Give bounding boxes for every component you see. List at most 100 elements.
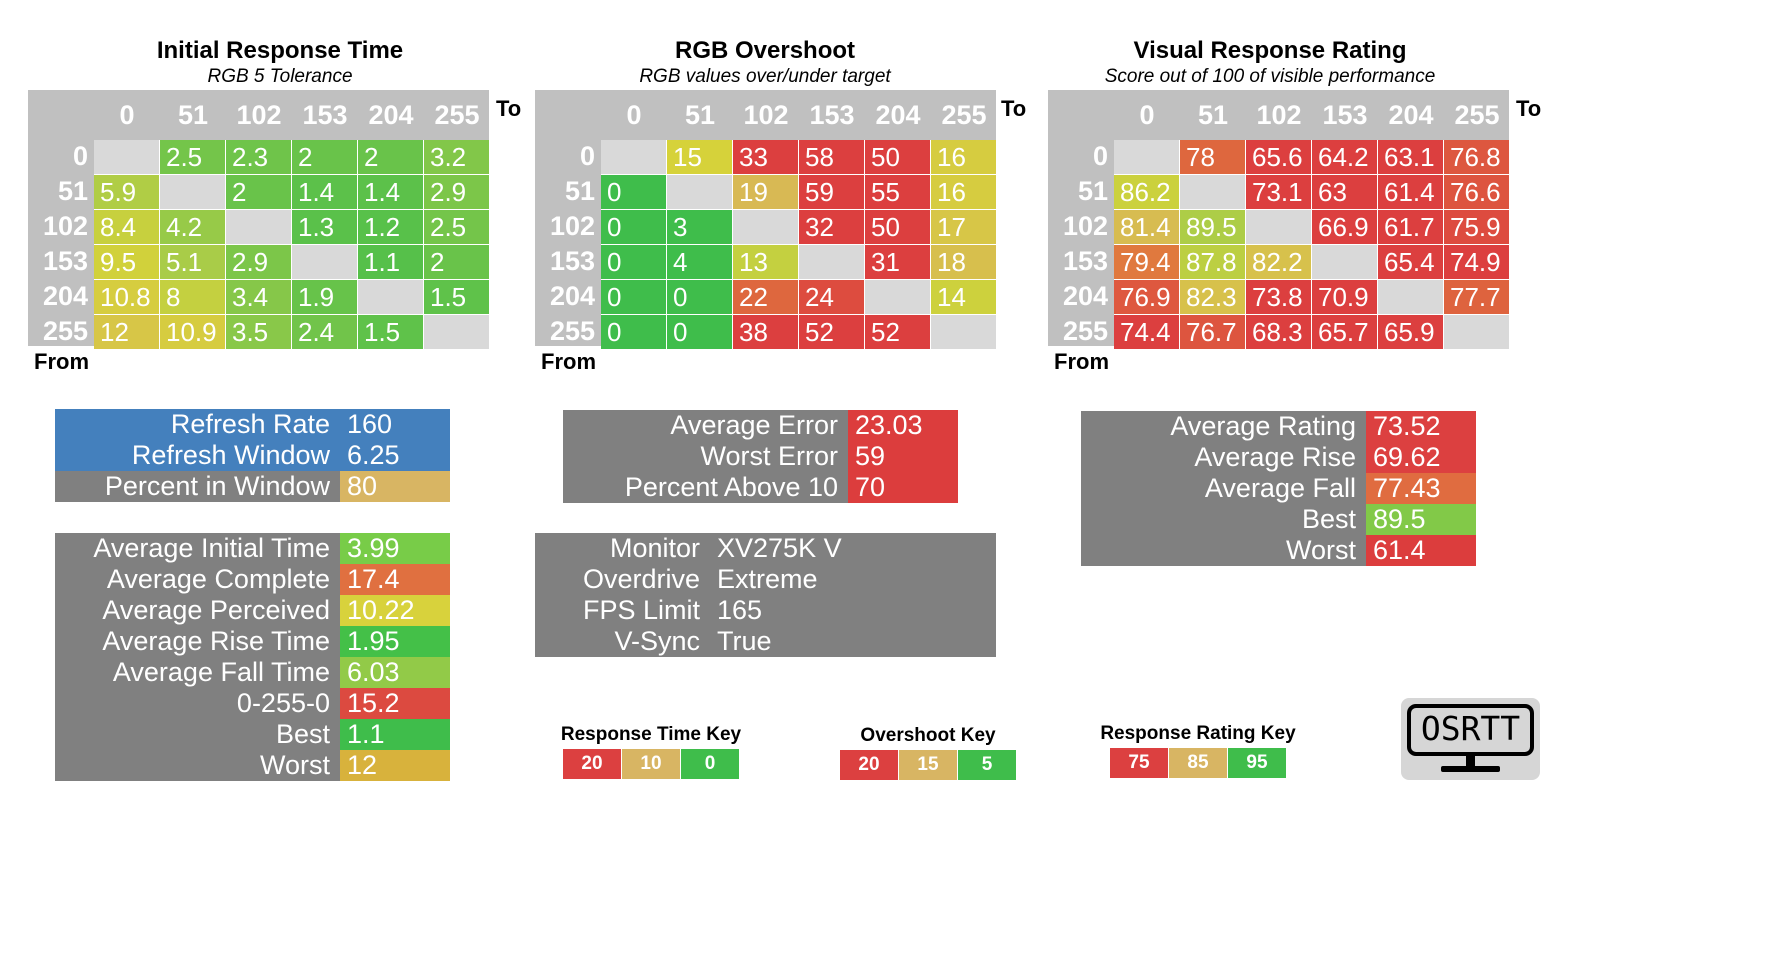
hm1-cell: 2.5 — [424, 210, 490, 245]
rating-table-row: Best 89.5 — [1081, 504, 1476, 535]
hm3-cell: 76.8 — [1444, 140, 1510, 175]
row-value: 165 — [710, 595, 996, 626]
key-swatch: 20 — [840, 750, 898, 780]
hm2-cell: 52 — [799, 315, 865, 350]
row-label: V-Sync — [535, 626, 710, 657]
hm3-col-header: 204 — [1388, 100, 1434, 130]
hm3-row-header: 255 — [1062, 316, 1108, 346]
time-table-row: Worst 12 — [55, 750, 450, 781]
hm1-cell — [292, 245, 358, 280]
hm1-cell: 1.1 — [358, 245, 424, 280]
hm1-cell: 2.9 — [226, 245, 292, 280]
hm3-cell: 75.9 — [1444, 210, 1510, 245]
refresh-table-row: Refresh Rate 160 — [55, 409, 450, 440]
row-label: Percent Above 10 RGB — [563, 472, 848, 533]
row-label: Refresh Window — [55, 440, 340, 471]
row-value: 69.62 — [1366, 442, 1476, 473]
row-value: True — [710, 626, 996, 657]
hm2-col-header: 153 — [809, 100, 855, 130]
hm1-cell: 3.4 — [226, 280, 292, 315]
hm3-cell: 65.7 — [1312, 315, 1378, 350]
hm1-cell: 5.9 — [94, 175, 160, 210]
hm3-col-header: 51 — [1197, 100, 1229, 130]
key-title: Response Rating Key — [1100, 723, 1296, 744]
hm2-cell: 16 — [931, 140, 997, 175]
time-table-row: Best 1.1 — [55, 719, 450, 750]
hm1-cell: 2 — [424, 245, 490, 280]
hm2-title: RGB Overshoot — [674, 37, 856, 64]
hm3-cell — [1246, 210, 1312, 245]
hm2-cell: 33 — [733, 140, 799, 175]
key-title: Overshoot Key — [860, 725, 996, 746]
hm2-cell: 19 — [733, 175, 799, 210]
hm1-cell: 2.4 — [292, 315, 358, 350]
hm1-cell — [424, 315, 490, 350]
hm1-row-header: 153 — [42, 246, 88, 276]
row-value: 59 — [848, 441, 958, 472]
hm1-cell — [226, 210, 292, 245]
hm3-row-header: 102 — [1062, 211, 1108, 241]
hm2-row-header: 51 — [564, 176, 595, 206]
hm2-cell: 52 — [865, 315, 931, 350]
row-label: Monitor Name — [535, 533, 710, 594]
hm3-cell: 61.7 — [1378, 210, 1444, 245]
hm1-cell: 2 — [226, 175, 292, 210]
row-label: Percent in Window — [55, 471, 340, 502]
monitor-icon — [1407, 704, 1534, 772]
row-label: Worst — [55, 750, 340, 781]
hm3-cell: 76.9 — [1114, 280, 1180, 315]
hm3-col-header: 0 — [1139, 100, 1155, 130]
hm2-row-header: 255 — [549, 316, 595, 346]
hm1-cell: 9.5 — [94, 245, 160, 280]
hm3-cell: 87.8 — [1180, 245, 1246, 280]
row-value: 17.4 — [340, 564, 450, 595]
hm1-cell: 1.2 — [358, 210, 424, 245]
error-table-row: Worst Error 59 — [563, 441, 958, 472]
hm3-cell: 81.4 — [1114, 210, 1180, 245]
hm1-cell: 8 — [160, 280, 226, 315]
overshoot-error-table: Average Error 23.03 Worst Error 59 Percent A… — [563, 410, 958, 533]
row-label: Average Fall — [1081, 473, 1366, 504]
hm3-cell: 76.7 — [1180, 315, 1246, 350]
row-value: 70 — [848, 472, 958, 503]
hm2-to-label: To — [1001, 96, 1027, 121]
hm1-row-header: 255 — [42, 316, 88, 346]
hm3-cell: 70.9 — [1312, 280, 1378, 315]
hm3-cell: 79.4 — [1114, 245, 1180, 280]
hm2-cell: 38 — [733, 315, 799, 350]
hm2-cell: 32 — [799, 210, 865, 245]
key-swatch: 10 — [622, 749, 680, 779]
hm3-cell — [1312, 245, 1378, 280]
hm2-cell: 0 — [667, 280, 733, 315]
hm2-from-label: From — [541, 349, 596, 374]
key-title: Response Time Key — [560, 724, 742, 745]
osrtt-logo: OSRTT — [1401, 698, 1540, 780]
hm2-cell: 55 — [865, 175, 931, 210]
row-value: 160 — [340, 409, 450, 440]
hm2-cell: 58 — [799, 140, 865, 175]
monitor-table-row: Monitor NameXV275K V — [535, 533, 996, 594]
hm1-cell — [94, 140, 160, 175]
row-value: 15.2 — [340, 688, 450, 719]
response-time-table: Average Initial Time 3.99 Average Complete… — [55, 533, 450, 781]
hm2-cell — [799, 245, 865, 280]
hm3-cell — [1114, 140, 1180, 175]
hm1-col-header: 102 — [236, 100, 282, 130]
hm1-cell: 2.3 — [226, 140, 292, 175]
monitor-info-table: Monitor NameXV275K VOverdriveExtremeFPS … — [535, 533, 996, 657]
hm2-cell: 17 — [931, 210, 997, 245]
row-value: 89.5 — [1366, 504, 1476, 535]
hm2-cell — [601, 140, 667, 175]
hm2-cell: 4 — [667, 245, 733, 280]
row-label: Average Complete Time — [55, 564, 340, 625]
row-label: Average Error — [563, 410, 848, 441]
hm2-col-header: 255 — [941, 100, 987, 130]
row-value: 3.99 — [340, 533, 450, 564]
hm1-col-header: 51 — [177, 100, 209, 130]
hm1-cell: 1.5 — [358, 315, 424, 350]
row-value: 80 — [340, 471, 450, 502]
hm1-cell: 2.9 — [424, 175, 490, 210]
hm2-col-header: 51 — [684, 100, 716, 130]
hm3-cell: 82.2 — [1246, 245, 1312, 280]
visual-response-heatmap: 0 51 102 153 204 255 0 51 102 153 204 255 78 65.6 64.2… — [1048, 90, 1510, 350]
